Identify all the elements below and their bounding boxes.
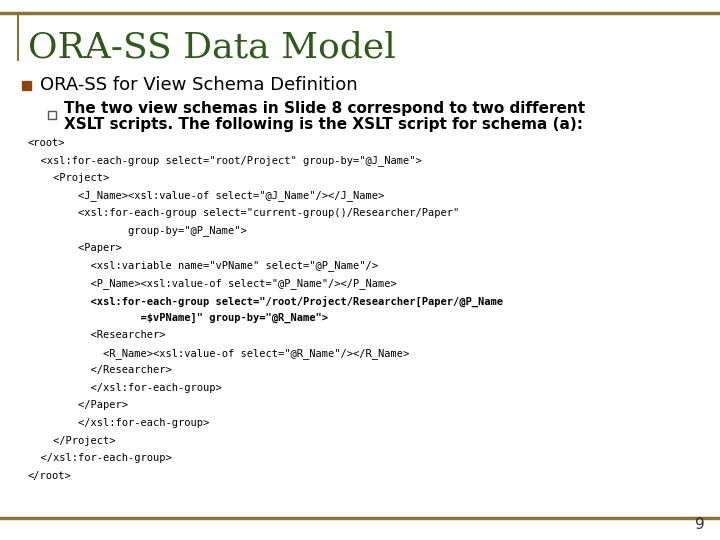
Text: </Paper>: </Paper> — [28, 401, 128, 410]
Text: <J_Name><xsl:value-of select="@J_Name"/></J_Name>: <J_Name><xsl:value-of select="@J_Name"/>… — [28, 191, 384, 201]
Text: <root>: <root> — [28, 138, 66, 148]
Bar — [22, 80, 31, 90]
Text: <Project>: <Project> — [28, 173, 109, 183]
Text: <xsl:for-each-group select="current-group()/Researcher/Paper": <xsl:for-each-group select="current-grou… — [28, 208, 459, 218]
Text: group-by="@P_Name">: group-by="@P_Name"> — [28, 226, 247, 237]
Text: </xsl:for-each-group>: </xsl:for-each-group> — [28, 453, 172, 463]
Text: XSLT scripts. The following is the XSLT script for schema (a):: XSLT scripts. The following is the XSLT … — [64, 117, 583, 132]
Text: ORA-SS for View Schema Definition: ORA-SS for View Schema Definition — [40, 76, 358, 94]
Text: <P_Name><xsl:value-of select="@P_Name"/></P_Name>: <P_Name><xsl:value-of select="@P_Name"/>… — [28, 278, 397, 289]
Text: </Project>: </Project> — [28, 435, 115, 445]
Text: </root>: </root> — [28, 470, 72, 481]
Text: =$vPName]" group-by="@R_Name">: =$vPName]" group-by="@R_Name"> — [28, 313, 328, 323]
Text: <R_Name><xsl:value-of select="@R_Name"/></R_Name>: <R_Name><xsl:value-of select="@R_Name"/>… — [28, 348, 409, 359]
Bar — [48, 111, 56, 119]
Text: </Researcher>: </Researcher> — [28, 366, 172, 375]
Text: <Paper>: <Paper> — [28, 243, 122, 253]
Text: <xsl:for-each-group select="root/Project" group-by="@J_Name">: <xsl:for-each-group select="root/Project… — [28, 156, 422, 166]
Text: 9: 9 — [696, 517, 705, 532]
Text: ORA-SS Data Model: ORA-SS Data Model — [28, 30, 396, 64]
Text: </xsl:for-each-group>: </xsl:for-each-group> — [28, 383, 222, 393]
Text: <xsl:for-each-group select="/root/Project/Researcher[Paper/@P_Name: <xsl:for-each-group select="/root/Projec… — [28, 295, 503, 307]
Text: <Researcher>: <Researcher> — [28, 330, 166, 341]
Text: </xsl:for-each-group>: </xsl:for-each-group> — [28, 418, 210, 428]
Text: The two view schemas in Slide 8 correspond to two different: The two view schemas in Slide 8 correspo… — [64, 102, 585, 117]
Text: <xsl:variable name="vPName" select="@P_Name"/>: <xsl:variable name="vPName" select="@P_N… — [28, 260, 378, 272]
